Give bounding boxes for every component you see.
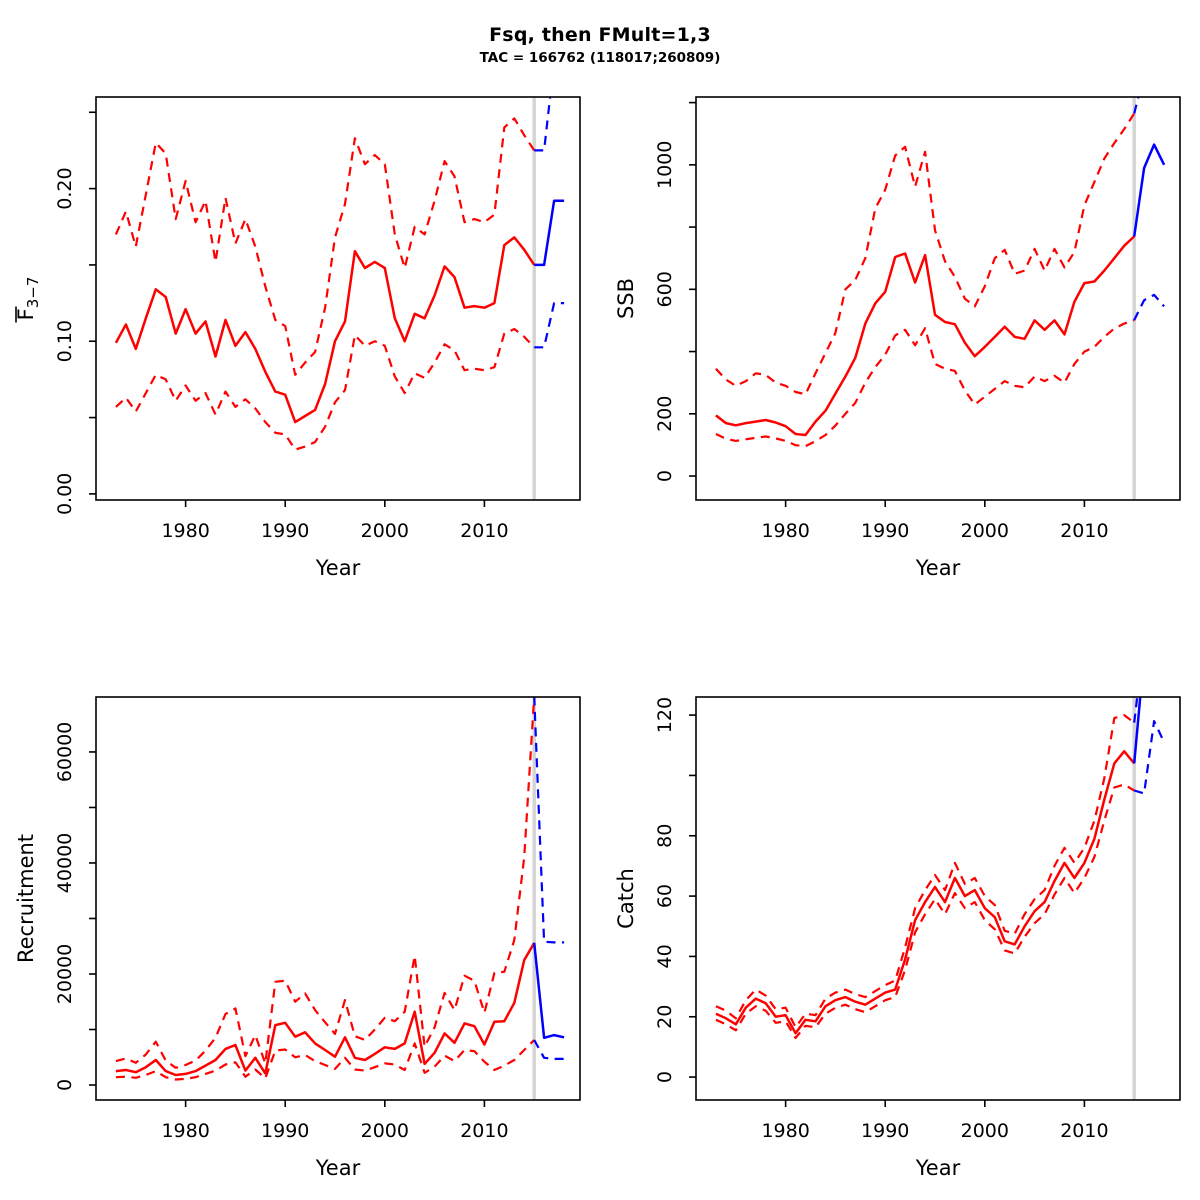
plot-frame (95, 696, 581, 1101)
series-ssb (715, 97, 1166, 448)
x-axis: 1980 1990 2000 2010 Year (161, 500, 509, 580)
y-axis-label: Recruitment (14, 834, 38, 963)
y-tick-label: 60 (654, 884, 676, 908)
forecast-lower-line (533, 1039, 565, 1060)
y-tick-label: 60000 (54, 722, 76, 782)
y-axis: 0 200 600 1000 (654, 101, 696, 482)
x-tick-label: 2000 (961, 520, 1009, 542)
figure-title: Fsq, then FMult=1,3 (489, 24, 711, 46)
y-tick-label: 120 (654, 697, 676, 733)
panel-ssb: 1980 1990 2000 2010 Year 0 200 600 1000 SSB (614, 96, 1181, 580)
x-tick-label: 1980 (161, 1120, 209, 1142)
history-upper-line (715, 713, 1135, 1029)
forecast-upper-line (1133, 97, 1140, 114)
x-tick-label: 1980 (761, 520, 809, 542)
x-axis: 1980 1990 2000 2010 Year (761, 500, 1109, 580)
history-median-line (114, 236, 536, 424)
y-axis-label: SSB (614, 278, 638, 319)
series-recruitment (115, 697, 565, 1081)
x-axis-label: Year (315, 1156, 361, 1180)
figure-subtitle: TAC = 166762 (118017;260809) (479, 50, 721, 66)
y-axis: 0 20000 40000 60000 (54, 722, 96, 1091)
y-tick-label: 0 (54, 1079, 76, 1091)
y-tick-label: 200 (654, 396, 676, 432)
forecast-upper-line (533, 697, 565, 944)
x-tick-label: 2000 (361, 1120, 409, 1142)
history-median-line (715, 750, 1136, 1035)
svg-text:SSB: SSB (614, 278, 638, 319)
y-tick-label: 40000 (54, 833, 76, 893)
x-tick-label: 2010 (460, 520, 508, 542)
history-lower-line (715, 783, 1135, 1039)
x-tick-label: 2000 (961, 1120, 1009, 1142)
y-tick-label: 20000 (54, 944, 76, 1004)
svg-text:Recruitment: Recruitment (14, 834, 38, 963)
history-upper-line (115, 697, 536, 1069)
forecast-median-line (532, 942, 565, 1040)
history-lower-line (115, 1039, 535, 1081)
x-axis-label: Year (315, 556, 361, 580)
forecast-median-line (1132, 143, 1166, 237)
history-lower-line (715, 319, 1135, 448)
history-upper-line (715, 112, 1136, 396)
y-tick-label: 0.00 (54, 473, 76, 515)
y-tick-label: 0 (654, 1071, 676, 1083)
x-tick-label: 1980 (161, 520, 209, 542)
x-tick-label: 1990 (261, 520, 309, 542)
y-tick-label: 0 (654, 470, 676, 482)
forecast-median-line (534, 199, 565, 267)
forecast-lower-line (1133, 293, 1165, 321)
history-median-line (715, 235, 1136, 437)
forecast-upper-line (534, 97, 552, 152)
history-upper-line (114, 117, 536, 376)
x-tick-label: 2000 (361, 520, 409, 542)
panel-fbar: 1980 1990 2000 2010 Year 0.00 0.10 0.20 F3−7 (14, 96, 581, 580)
x-axis-label: Year (915, 556, 961, 580)
x-tick-label: 1990 (261, 1120, 309, 1142)
plot-frame (695, 696, 1181, 1101)
x-tick-label: 1990 (861, 520, 909, 542)
x-axis: 1980 1990 2000 2010 Year (161, 1100, 509, 1180)
x-axis: 1980 1990 2000 2010 Year (761, 1100, 1109, 1180)
y-axis: 0 20 40 60 80 120 (654, 697, 696, 1083)
series-catch (715, 697, 1166, 1039)
y-axis-label: Catch (614, 868, 638, 929)
y-tick-label: 40 (654, 944, 676, 968)
y-tick-label: 1000 (654, 141, 676, 189)
y-axis-label: F3−7 (14, 277, 42, 323)
x-tick-label: 1980 (761, 1120, 809, 1142)
y-tick-label: 0.10 (54, 320, 76, 362)
x-tick-label: 1990 (861, 1120, 909, 1142)
x-tick-label: 2010 (1060, 520, 1108, 542)
svg-text:F3−7: F3−7 (14, 277, 42, 321)
svg-text:Catch: Catch (614, 868, 638, 929)
history-lower-line (115, 327, 536, 451)
y-tick-label: 600 (654, 271, 676, 307)
history-median-line (115, 942, 536, 1077)
panel-catch: 1980 1990 2000 2010 Year 0 20 40 60 80 120 Catch (614, 696, 1181, 1180)
x-tick-label: 2010 (460, 1120, 508, 1142)
forecast-lower-line (534, 302, 565, 349)
y-tick-label: 0.20 (54, 167, 76, 209)
y-tick-label: 20 (654, 1005, 676, 1029)
x-tick-label: 2010 (1060, 1120, 1108, 1142)
plot-frame (95, 96, 581, 501)
series-fbar (114, 97, 565, 451)
panel-recruitment: 1980 1990 2000 2010 Year 0 20000 40000 60000 Recr… (14, 696, 581, 1180)
y-axis: 0.00 0.10 0.20 (54, 111, 96, 515)
forecast-lower-line (1133, 719, 1166, 795)
x-axis-label: Year (915, 1156, 961, 1180)
y-tick-label: 80 (654, 824, 676, 848)
forecast-median-line (1132, 697, 1142, 764)
plot-frame (695, 96, 1181, 501)
